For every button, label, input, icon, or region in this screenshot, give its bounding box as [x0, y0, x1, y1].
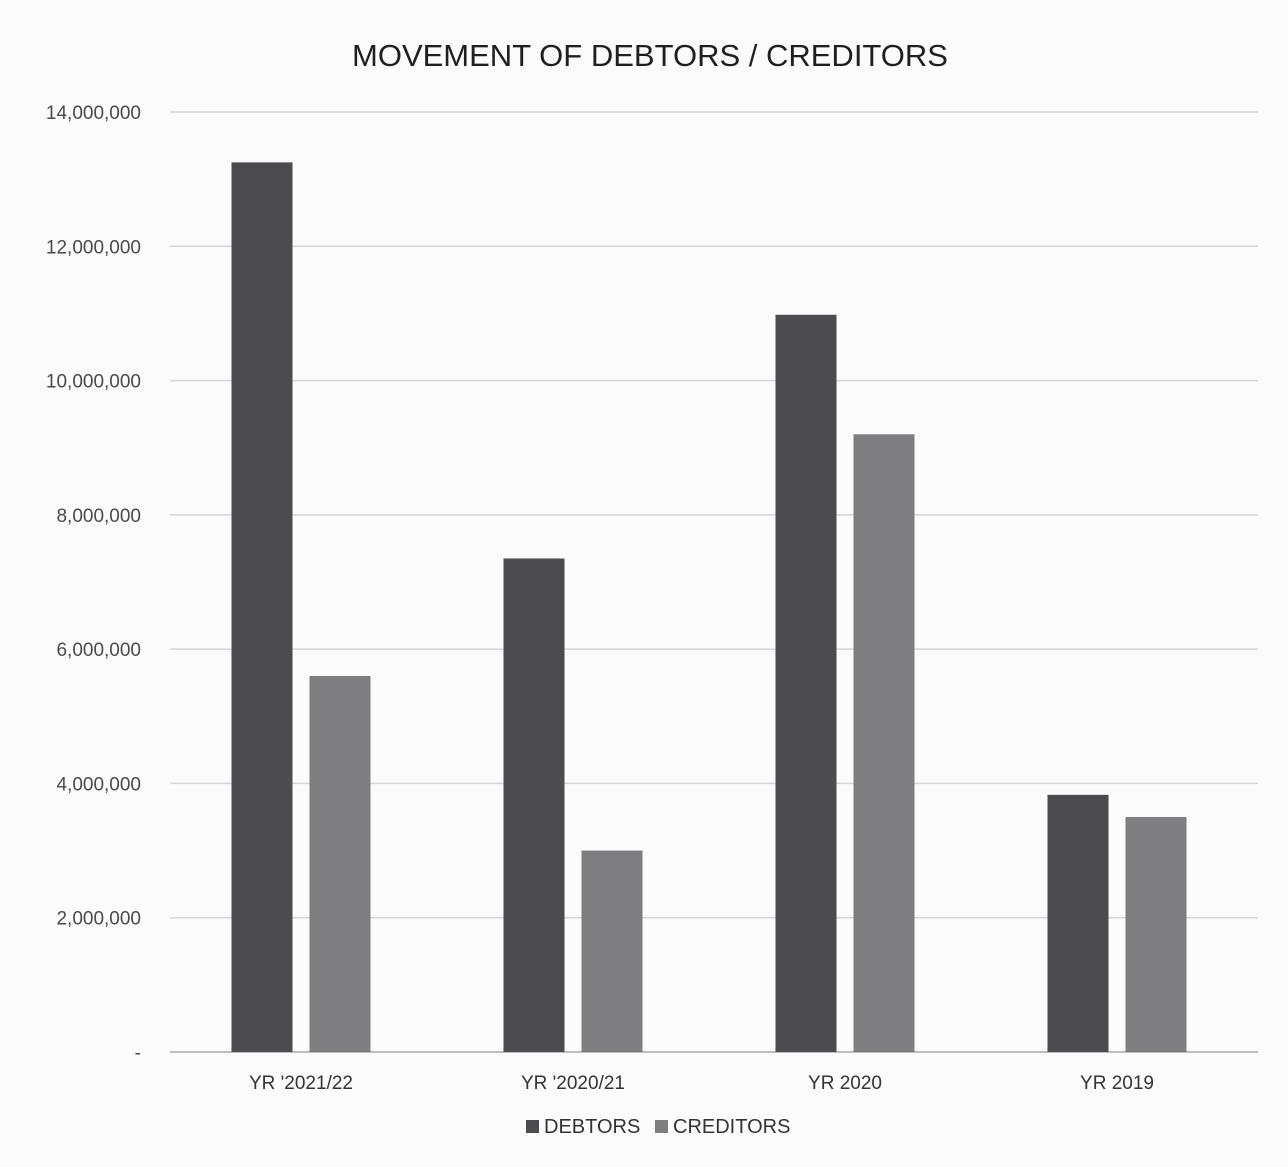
legend-swatch-debtors [526, 1120, 539, 1133]
y-tick-label: - [135, 1043, 141, 1064]
bar-creditors-0 [309, 676, 371, 1052]
bar-debtors-3 [1047, 794, 1109, 1052]
legend: DEBTORS CREDITORS [526, 1116, 790, 1138]
x-category-label: YR '2021/22 [249, 1073, 353, 1094]
y-tick-label: 10,000,000 [46, 372, 141, 393]
bar-creditors-3 [1125, 817, 1187, 1052]
y-tick-label: 8,000,000 [56, 506, 141, 527]
x-axis-category-labels: YR '2021/22 YR '2020/21 YR 2020 YR 2019 [249, 1073, 1154, 1094]
bars [231, 162, 1187, 1052]
y-axis-tick-labels: - 2,000,000 4,000,000 6,000,000 8,000,000 10,… [46, 103, 141, 1064]
bar-creditors-2 [853, 434, 915, 1052]
y-tick-label: 12,000,000 [46, 237, 141, 258]
chart-title: MOVEMENT OF DEBTORS / CREDITORS [352, 38, 948, 73]
x-category-label: YR 2019 [1080, 1073, 1154, 1094]
legend-label-creditors: CREDITORS [673, 1116, 790, 1138]
legend-swatch-creditors [655, 1120, 668, 1133]
y-tick-label: 14,000,000 [46, 103, 141, 124]
bar-creditors-1 [581, 850, 643, 1052]
y-tick-label: 2,000,000 [56, 909, 141, 930]
y-tick-label: 4,000,000 [56, 774, 141, 795]
y-tick-label: 6,000,000 [56, 640, 141, 661]
bar-debtors-0 [231, 162, 293, 1052]
x-category-label: YR '2020/21 [521, 1073, 625, 1094]
legend-label-debtors: DEBTORS [544, 1116, 640, 1138]
x-category-label: YR 2020 [808, 1073, 882, 1094]
bar-debtors-1 [503, 558, 565, 1052]
bar-debtors-2 [775, 314, 837, 1052]
